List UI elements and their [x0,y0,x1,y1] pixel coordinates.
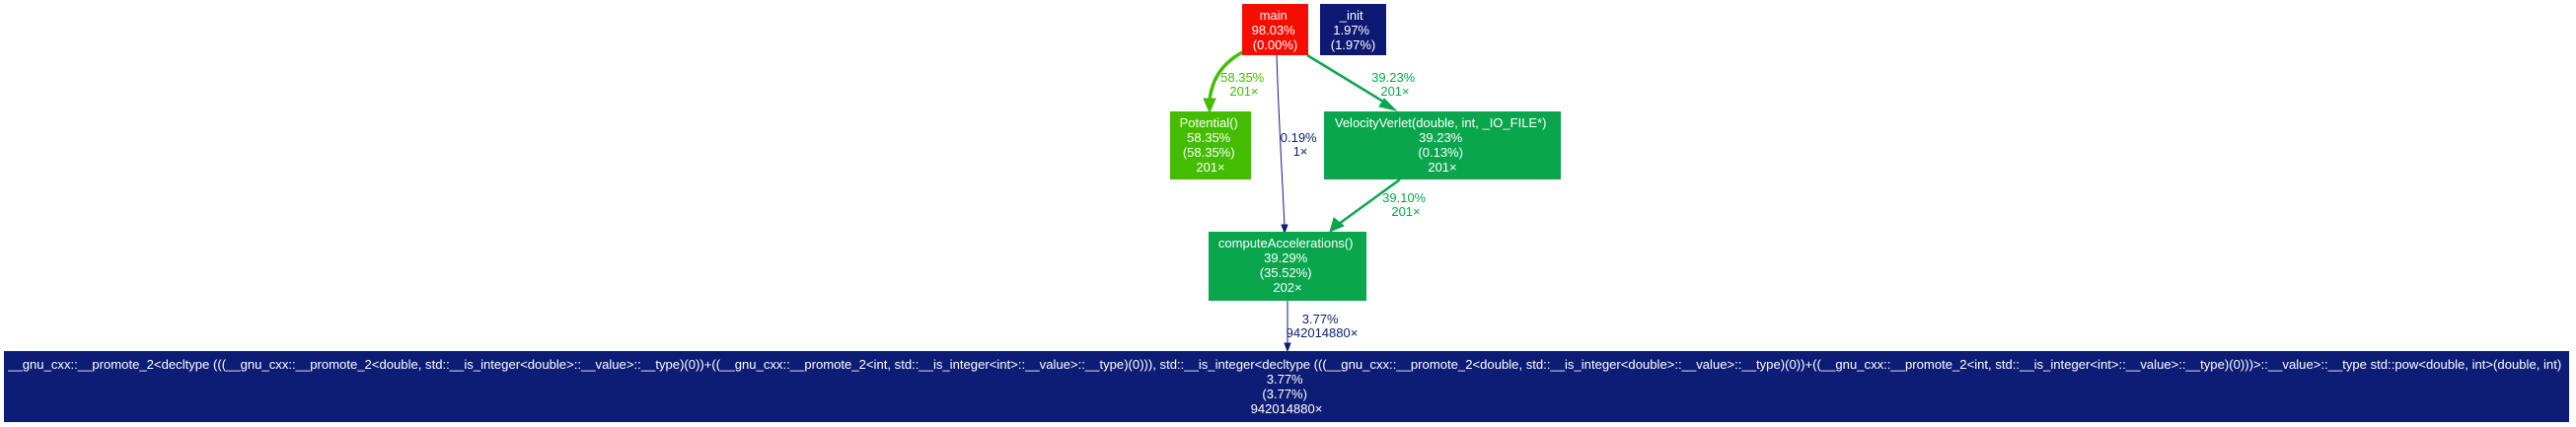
edge-main-to-potential-calls: 201× [1229,84,1258,99]
node-velocity-verlet-total-percent: 39.23% [1419,130,1463,145]
edge-verlet-to-compute-percent: 39.10% [1382,190,1427,205]
node-velocity-verlet-box [1324,111,1561,179]
node-init-self-percent: (1.97%) [1331,37,1376,52]
edge-main-to-compute-line [1276,54,1286,228]
node-main-function-name: main [1260,8,1288,23]
edge-compute-accelerations-to-pow: 3.77% 942014880× [1284,301,1359,353]
edge-compute-to-pow-arrowhead [1284,342,1291,353]
node-compute-accelerations-box [1209,232,1366,301]
edge-main-to-verlet-calls: 201× [1380,84,1409,99]
node-compute-accelerations-label: computeAccelerations() 39.29% (35.52%) 2… [1218,236,1357,295]
node-potential-function-name: Potential() [1180,115,1238,130]
node-potential-total-percent: 58.35% [1187,130,1231,145]
edge-verlet-to-compute-line [1338,178,1401,226]
edge-main-to-compute-accelerations: 0.19% 1× [1276,54,1321,235]
edge-main-to-potential-label: 58.35% 201× [1220,70,1268,99]
node-init-function-name: _init [1339,8,1363,23]
edge-main-to-compute-label: 0.19% 1× [1281,130,1321,159]
node-velocity-verlet-label: VelocityVerlet(double, int, _IO_FILE*) 3… [1335,115,1550,175]
node-pow-label: __gnu_cxx::__promote_2<decltype (((__gnu… [7,357,2565,416]
node-pow-self-percent: (3.77%) [1262,387,1307,401]
node-pow-function-name: __gnu_cxx::__promote_2<decltype (((__gnu… [7,357,2561,372]
node-velocity-verlet-function-name: VelocityVerlet(double, int, _IO_FILE*) [1335,115,1547,130]
edge-main-to-velocity-verlet: 39.23% 201× [1306,53,1419,111]
edge-velocity-verlet-to-compute-accelerations: 39.10% 201× [1329,178,1430,233]
edge-main-to-potential: 58.35% 201× [1203,49,1268,114]
edge-main-to-verlet-line [1306,53,1389,107]
node-main[interactable]: main 98.03% (0.00%) [1242,4,1308,55]
node-potential-label: Potential() 58.35% (58.35%) 201× [1180,115,1242,175]
node-velocity-verlet-call-count: 201× [1428,160,1456,175]
node-main-total-percent: 98.03% [1252,23,1296,37]
edge-verlet-to-compute-arrowhead [1329,217,1345,233]
edge-compute-to-pow-calls: 942014880× [1287,325,1359,340]
node-velocity-verlet-self-percent: (0.13%) [1418,145,1463,160]
node-compute-accelerations-total-percent: 39.29% [1264,250,1308,265]
edge-compute-to-pow-percent: 3.77% [1302,312,1339,326]
node-init-total-percent: 1.97% [1333,23,1369,37]
node-pow-total-percent: 3.77% [1267,372,1303,387]
edge-main-to-potential-arrowhead [1203,98,1216,114]
node-pow-call-count: 942014880× [1251,401,1323,416]
edge-main-to-potential-line [1208,49,1245,102]
edge-verlet-to-compute-calls: 201× [1391,204,1420,219]
edge-main-to-verlet-label: 39.23% 201× [1371,70,1419,99]
edge-verlet-to-compute-label: 39.10% 201× [1382,190,1430,219]
node-init-label: _init 1.97% (1.97%) [1331,8,1376,52]
node-potential-box [1170,111,1251,179]
edge-main-to-verlet-percent: 39.23% [1371,70,1416,85]
node-main-box [1242,4,1308,55]
edge-main-to-potential-percent: 58.35% [1220,70,1265,85]
node-compute-accelerations-self-percent: (35.52%) [1260,265,1312,280]
edge-main-to-verlet-arrowhead [1378,98,1398,111]
edge-compute-to-pow-label: 3.77% 942014880× [1287,312,1359,340]
node-pow-box [4,351,2569,422]
node-velocity-verlet[interactable]: VelocityVerlet(double, int, _IO_FILE*) 3… [1324,111,1561,179]
node-compute-accelerations[interactable]: computeAccelerations() 39.29% (35.52%) 2… [1209,232,1366,301]
node-potential-self-percent: (58.35%) [1183,145,1235,160]
node-potential-call-count: 201× [1196,160,1224,175]
node-main-self-percent: (0.00%) [1253,37,1298,52]
node-init[interactable]: _init 1.97% (1.97%) [1320,4,1386,55]
node-compute-accelerations-function-name: computeAccelerations() [1218,236,1354,250]
node-main-label: main 98.03% (0.00%) [1252,8,1299,52]
edge-main-to-compute-arrowhead [1281,224,1288,235]
edge-main-to-compute-calls: 1× [1293,144,1308,159]
edge-main-to-compute-percent: 0.19% [1281,130,1317,145]
node-init-box [1320,4,1386,55]
node-potential[interactable]: Potential() 58.35% (58.35%) 201× [1170,111,1251,179]
node-compute-accelerations-call-count: 202× [1273,280,1301,295]
node-pow[interactable]: __gnu_cxx::__promote_2<decltype (((__gnu… [4,351,2569,422]
